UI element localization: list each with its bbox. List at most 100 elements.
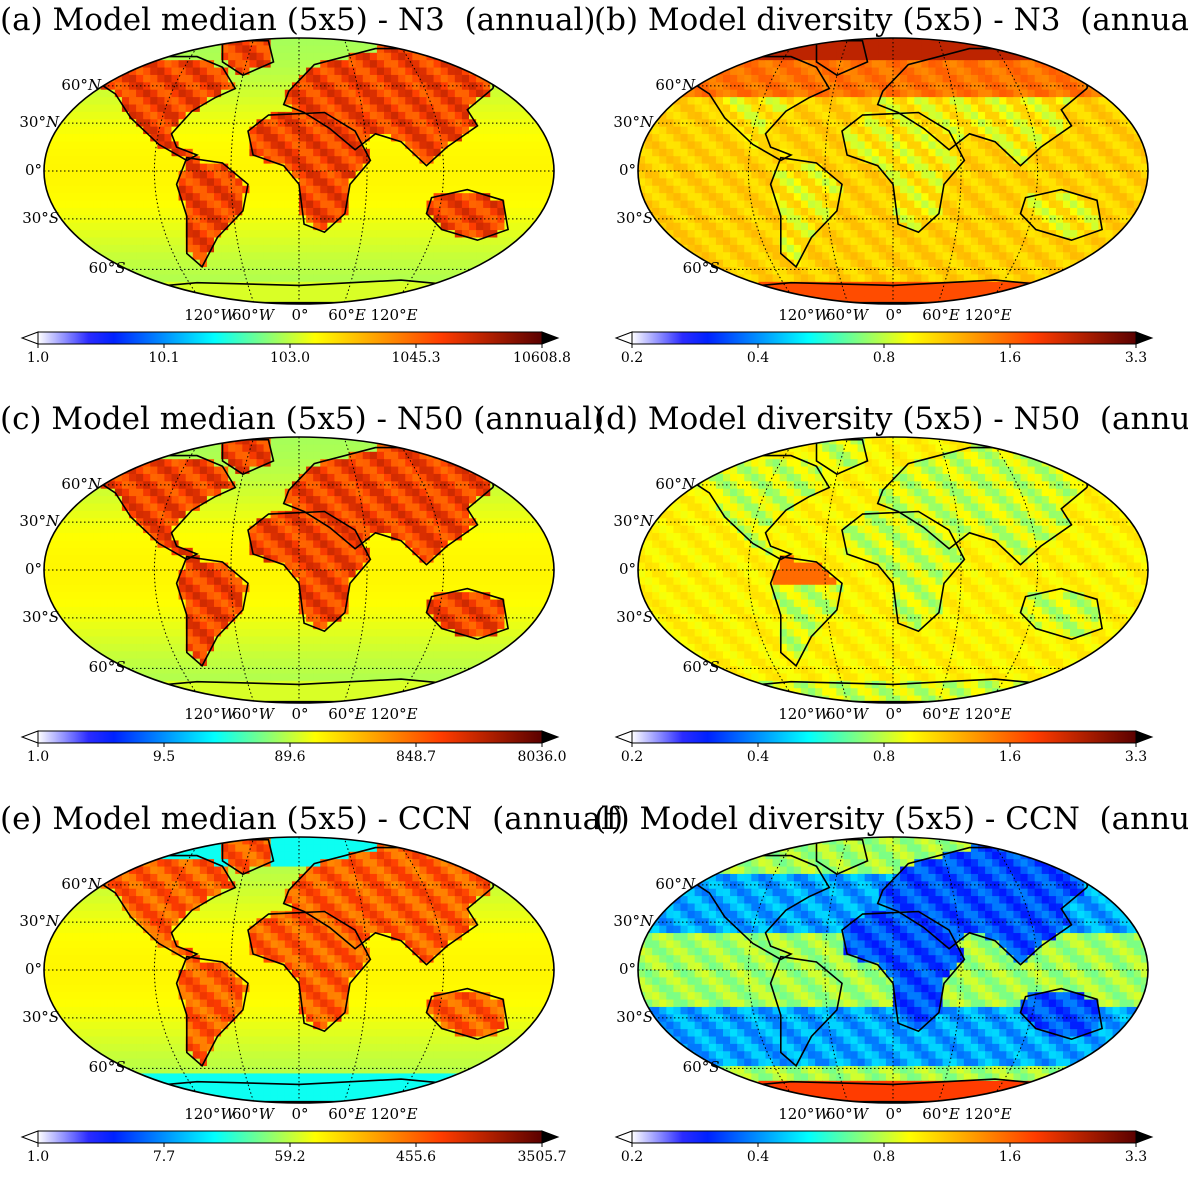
lon-label: 60°E <box>328 1106 366 1122</box>
lat-label: 60°S <box>69 659 125 675</box>
lon-label: 0° <box>885 706 902 722</box>
lat-label: 60°S <box>69 1059 125 1075</box>
lon-label: 0° <box>885 307 902 323</box>
lon-label: 0° <box>291 1106 308 1122</box>
colorbar-tick-label: 1.0 <box>27 350 49 366</box>
lat-label: 60°N <box>45 876 101 892</box>
lon-label: 120°W <box>184 307 236 323</box>
lon-label: 60°E <box>328 706 366 722</box>
colorbar-tick-label: 59.2 <box>274 1149 305 1165</box>
lat-label: 60°S <box>663 1059 719 1075</box>
lat-label: 0° <box>580 561 636 577</box>
lon-label: 120°E <box>964 1106 1011 1122</box>
lon-label: 120°E <box>964 706 1011 722</box>
colorbar-tick-label: 1.0 <box>27 1149 49 1165</box>
lon-label: 60°W <box>232 307 274 323</box>
colorbar-tick-label: 0.4 <box>747 749 769 765</box>
map-panel-c: (c) Model median (5x5) - N50 (annual)60°… <box>0 399 594 791</box>
lon-label: 120°E <box>370 1106 417 1122</box>
lon-label: 60°W <box>826 1106 868 1122</box>
colorbar-tick-label: 3505.7 <box>518 1149 567 1165</box>
colorbar <box>616 1131 1152 1147</box>
lon-label: 60°W <box>232 706 274 722</box>
lon-label: 120°E <box>964 307 1011 323</box>
lat-label: 0° <box>580 162 636 178</box>
lon-label: 120°E <box>370 706 417 722</box>
lon-label: 120°W <box>184 706 236 722</box>
colorbar-tick-label: 0.4 <box>747 1149 769 1165</box>
lat-label: 0° <box>580 961 636 977</box>
colorbar-tick-label: 0.2 <box>621 1149 643 1165</box>
lon-label: 60°W <box>826 706 868 722</box>
lon-label: 60°E <box>922 307 960 323</box>
lon-label: 120°W <box>778 706 830 722</box>
lat-label: 30°S <box>3 210 59 226</box>
colorbar-tick-label: 1.6 <box>999 749 1021 765</box>
lon-label: 120°W <box>184 1106 236 1122</box>
map-panel-e: (e) Model median (5x5) - CCN (annual)60°… <box>0 799 594 1191</box>
colorbar <box>22 332 558 348</box>
lat-label: 0° <box>0 162 42 178</box>
colorbar <box>22 731 558 747</box>
lat-label: 60°S <box>69 260 125 276</box>
colorbar <box>616 731 1152 747</box>
lon-label: 120°E <box>370 307 417 323</box>
colorbar-tick-label: 0.4 <box>747 350 769 366</box>
lat-label: 30°N <box>597 913 653 929</box>
lat-label: 60°N <box>639 77 695 93</box>
lat-label: 30°S <box>597 1009 653 1025</box>
map-plot <box>594 399 1188 791</box>
lat-label: 60°N <box>45 476 101 492</box>
map-plot <box>0 0 594 392</box>
lon-label: 0° <box>291 307 308 323</box>
lat-label: 30°S <box>3 1009 59 1025</box>
colorbar-tick-label: 1.0 <box>27 749 49 765</box>
map-panel-a: (a) Model median (5x5) - N3 (annual)60°N… <box>0 0 594 392</box>
lon-label: 60°W <box>232 1106 274 1122</box>
map-panel-b: (b) Model diversity (5x5) - N3 (annual)6… <box>594 0 1188 392</box>
lon-label: 120°W <box>778 307 830 323</box>
colorbar <box>22 1131 558 1147</box>
colorbar-tick-label: 3.3 <box>1125 1149 1147 1165</box>
colorbar-tick-label: 10608.8 <box>513 350 571 366</box>
colorbar-tick-label: 7.7 <box>153 1149 175 1165</box>
lat-label: 60°S <box>663 260 719 276</box>
colorbar-tick-label: 0.2 <box>621 350 643 366</box>
colorbar-tick-label: 1.6 <box>999 350 1021 366</box>
map-plot <box>0 399 594 791</box>
lat-label: 30°S <box>597 210 653 226</box>
colorbar-tick-label: 3.3 <box>1125 749 1147 765</box>
lon-label: 60°E <box>328 307 366 323</box>
lat-label: 60°S <box>663 659 719 675</box>
lon-label: 0° <box>885 1106 902 1122</box>
colorbar-tick-label: 10.1 <box>148 350 179 366</box>
colorbar <box>616 332 1152 348</box>
lat-label: 30°N <box>3 114 59 130</box>
colorbar-tick-label: 3.3 <box>1125 350 1147 366</box>
map-panel-d: (d) Model diversity (5x5) - N50 (annual)… <box>594 399 1188 791</box>
lon-label: 0° <box>291 706 308 722</box>
map-plot <box>594 0 1188 392</box>
lat-label: 30°N <box>597 513 653 529</box>
map-panel-f: (f) Model diversity (5x5) - CCN (annual)… <box>594 799 1188 1191</box>
lon-label: 60°E <box>922 1106 960 1122</box>
colorbar-tick-label: 0.8 <box>873 749 895 765</box>
lon-label: 60°W <box>826 307 868 323</box>
colorbar-tick-label: 103.0 <box>270 350 310 366</box>
colorbar-tick-label: 0.8 <box>873 350 895 366</box>
lat-label: 0° <box>0 961 42 977</box>
lat-label: 30°N <box>3 513 59 529</box>
colorbar-tick-label: 0.2 <box>621 749 643 765</box>
colorbar-tick-label: 1.6 <box>999 1149 1021 1165</box>
lat-label: 60°N <box>639 876 695 892</box>
lat-label: 30°N <box>3 913 59 929</box>
colorbar-tick-label: 8036.0 <box>518 749 567 765</box>
map-plot <box>594 799 1188 1191</box>
colorbar-tick-label: 0.8 <box>873 1149 895 1165</box>
